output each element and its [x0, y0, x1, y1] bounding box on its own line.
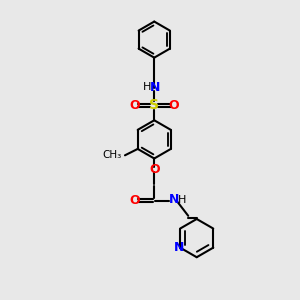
Text: O: O	[130, 194, 140, 208]
Text: N: N	[169, 194, 180, 206]
Text: O: O	[149, 163, 160, 176]
Text: O: O	[130, 99, 140, 112]
Text: S: S	[149, 98, 159, 112]
Text: O: O	[168, 99, 179, 112]
Text: H: H	[178, 195, 186, 205]
Text: H: H	[142, 82, 151, 92]
Text: N: N	[150, 81, 160, 94]
Text: CH₃: CH₃	[103, 150, 122, 160]
Text: N: N	[174, 241, 184, 254]
